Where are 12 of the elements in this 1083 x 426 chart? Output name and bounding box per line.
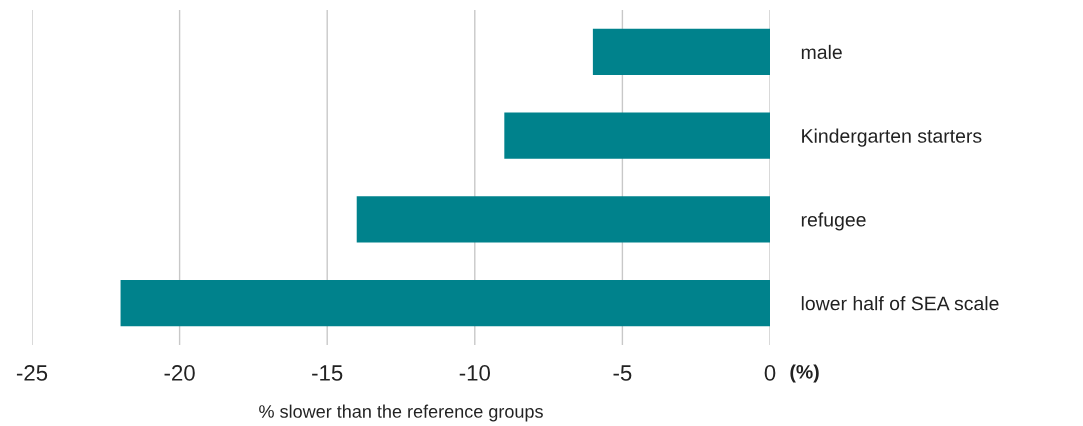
y-tick-label: Kindergarten starters <box>802 128 982 147</box>
x-tick-label: -25 <box>16 365 48 381</box>
x-tick-label: -20 <box>164 365 195 381</box>
x-tick-label: -10 <box>459 365 490 381</box>
x-tick-label: 0 <box>764 365 776 381</box>
text: (%) <box>790 364 819 383</box>
x-tick-label: -5 <box>613 365 632 381</box>
y-tick-label: lower half of SEA scale <box>801 296 999 311</box>
x-tick-label: -15 <box>312 365 343 381</box>
y-tick-label: refugee <box>801 212 866 231</box>
x-axis-title: % slower than the reference groups <box>259 404 543 422</box>
y-tick-label: male <box>801 44 842 60</box>
